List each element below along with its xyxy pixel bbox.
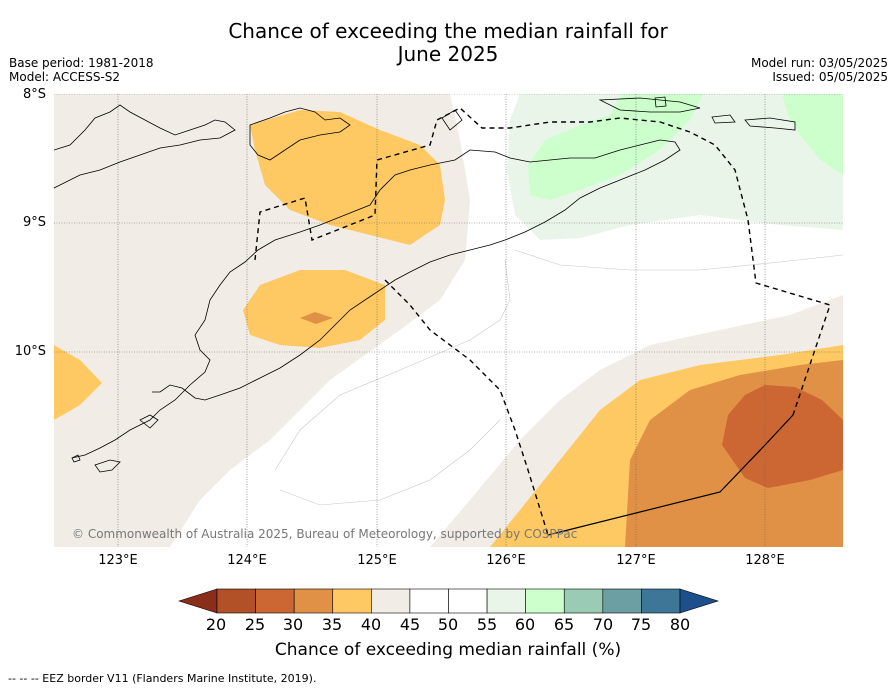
lon-label-126e: 126°E [486,553,526,568]
timor-coastline [71,139,681,459]
band-35-40-west-edge [54,345,102,420]
colorbar-label: Chance of exceeding median rainfall (%) [274,640,622,660]
contour-line-3 [514,249,843,271]
band-30-35-small [300,312,333,324]
colorbar-tick-25: 25 [244,615,266,634]
north-islet-1 [654,96,667,108]
lon-label-124e: 124°E [227,553,267,568]
colorbar-blocks [216,588,681,614]
copyright-notice: © Commonwealth of Australia 2025, Bureau… [72,527,578,541]
north-islet-4 [441,109,463,131]
contour-line-1 [274,259,511,471]
title-line-2: June 2025 [397,42,499,66]
colorbar-block-75 [641,588,681,614]
colorbar-tick-30: 30 [282,615,304,634]
eez-border-south [384,279,549,536]
wetar-coastline [598,97,701,113]
band-35-40-north [250,110,445,245]
colorbar-over-arrow [679,588,719,614]
colorbar-block-70 [602,588,642,614]
band-35-40-central [243,270,385,348]
colorbar-tick-45: 45 [399,615,421,634]
colorbar-tick-55: 55 [476,615,498,634]
lat-label-8s: 8°S [22,87,46,102]
colorbar-tick-65: 65 [553,615,575,634]
colorbar-tick-60: 60 [514,615,536,634]
eez-footnote: -- -- -- EEZ border V11 (Flanders Marine… [8,672,317,685]
colorbar-tick-40: 40 [360,615,382,634]
colorbar-tick-80: 80 [669,615,691,634]
coastlines [54,96,796,473]
colorbar-tick-20: 20 [205,615,227,634]
colorbar-block-50 [448,588,488,614]
colorbar-block-60 [525,588,565,614]
rote-coastline [71,454,121,473]
title-line-1: Chance of exceeding the median rainfall … [228,19,668,43]
eez-border-west [254,107,831,416]
lat-label-10s: 10°S [14,344,46,359]
colorbar-tick-75: 75 [630,615,652,634]
alor-coastline [249,107,351,161]
colorbar [178,588,719,614]
gridlines [54,94,843,547]
colorbar-block-25 [255,588,295,614]
colorbar-block-40 [371,588,411,614]
colorbar-block-30 [293,588,334,614]
meta-right: Model run: 03/05/2025 Issued: 05/05/2025 [751,56,888,84]
colorbar-tick-35: 35 [321,615,343,634]
band-60-65-north [528,94,703,200]
model-run: Model run: 03/05/2025 [750,56,888,70]
issued-date: Issued: 05/05/2025 [772,70,888,84]
map-area [54,94,843,547]
colorbar-block-65 [563,588,604,614]
colorbar-block-20 [216,588,256,614]
eez-solid-line [547,414,794,536]
band-25-30-southeast [722,385,843,488]
model-name: Model: ACCESS-S2 [9,70,121,84]
colorbar-block-35 [332,588,372,614]
colorbar-under-arrow [178,588,218,614]
map-title: Chance of exceeding the median rainfall … [0,20,896,66]
lon-label-125e: 125°E [357,553,397,568]
semau-coastline [139,414,159,429]
lat-label-9s: 9°S [22,215,46,230]
meta-left: Base period: 1981-2018 Model: ACCESS-S2 [9,56,154,84]
band-60-65-northeast [782,94,843,175]
colorbar-block-55 [486,588,526,614]
eez-borders [254,107,831,536]
colorbar-tick-70: 70 [592,615,614,634]
flores-coastline [54,104,236,189]
colorbar-tick-50: 50 [437,615,459,634]
base-period: Base period: 1981-2018 [9,56,154,70]
north-islet-2 [711,114,736,124]
lon-label-127e: 127°E [616,553,656,568]
contour-line-2 [279,419,501,506]
lon-label-123e: 123°E [98,553,138,568]
north-islet-3 [744,117,796,131]
lon-label-128e: 128°E [745,553,785,568]
colorbar-block-45 [409,588,449,614]
